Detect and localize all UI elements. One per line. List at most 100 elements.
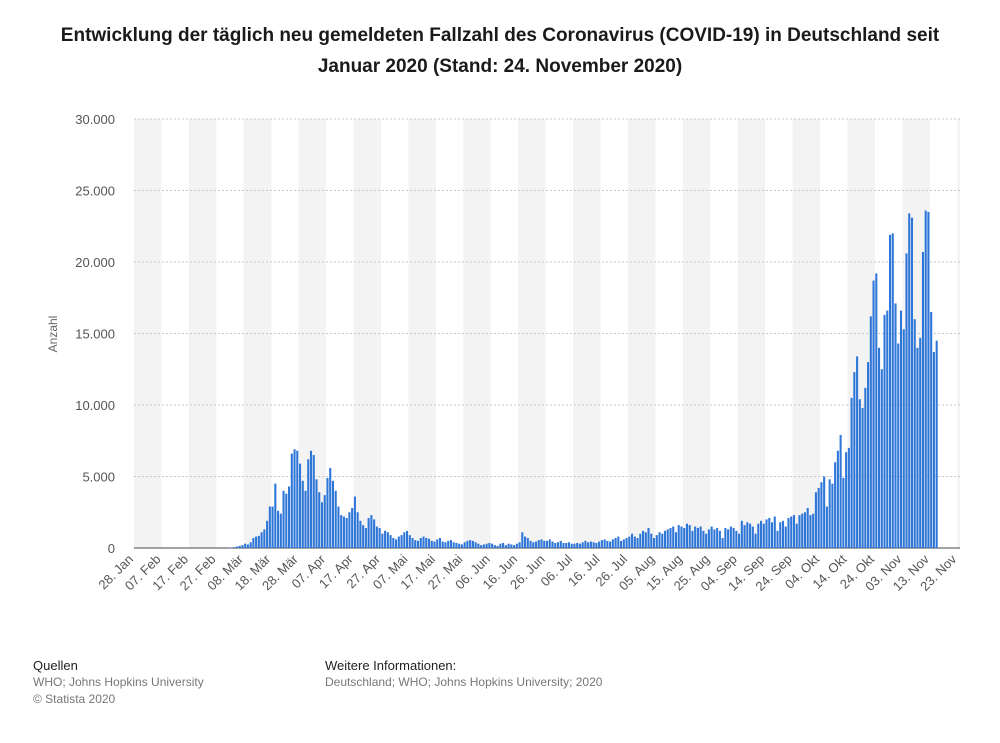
bar [691,530,694,548]
bar [565,542,568,548]
copyright-text: © Statista 2020 [33,692,116,706]
bar [246,544,249,548]
chart-title: Entwicklung der täglich neu gemeldeten F… [60,25,940,77]
bar [320,502,324,548]
bar [529,540,532,548]
bar [631,533,634,548]
bar [891,233,894,548]
bar [466,540,469,548]
bar [880,369,883,548]
bar [861,407,864,548]
bar [749,523,752,548]
y-axis-ticks: 0 5.000 10.000 15.000 20.000 25.000 30.000 [75,112,115,556]
bar [617,536,620,548]
y-tick-label: 10.000 [75,398,115,413]
bar [628,536,631,548]
bar [672,526,675,548]
bar [883,314,886,548]
bar [567,542,570,548]
bar [375,526,378,548]
bar [839,435,842,548]
bar [268,506,271,548]
bar [378,527,381,548]
bar [867,362,870,548]
bar [757,523,760,548]
bar [449,540,452,548]
bar [595,542,598,548]
bar [661,533,664,548]
bar [897,343,900,548]
info-text: Deutschland; WHO; Johns Hopkins Universi… [325,675,603,689]
bar [850,397,853,548]
bar [436,539,439,548]
bar [853,372,856,548]
y-tick-label: 5.000 [82,470,115,485]
bar [364,527,367,548]
bar [233,547,236,548]
bar [817,487,820,548]
bar [806,507,809,548]
bar [493,545,496,548]
bar [705,533,708,548]
bar [899,310,903,548]
bar [760,520,763,548]
bar [441,541,444,548]
bar [812,513,815,548]
bar [482,544,485,548]
sources-text: WHO; Johns Hopkins University [33,675,204,689]
bar [400,535,403,548]
y-tick-label: 15.000 [75,327,115,342]
bar [559,540,562,548]
bar [293,449,296,548]
bar [518,542,521,548]
bar [842,477,845,548]
bar [304,490,307,548]
bar [444,542,447,548]
bar [836,450,839,548]
bar [312,455,315,548]
bar [803,512,806,548]
bar [384,530,387,548]
bar [768,517,771,548]
bar [905,253,908,549]
bar [743,525,746,548]
bar [620,540,623,548]
bar [241,545,244,548]
bar [600,540,603,548]
bar [433,541,436,548]
bar [924,210,927,548]
bar [345,517,348,548]
bar [770,522,774,548]
bar [910,217,914,549]
bar [329,467,332,548]
bar [894,303,897,548]
bar [584,540,587,548]
bar [576,542,579,548]
bar [513,545,516,548]
y-axis-label: Anzahl [46,316,60,353]
bar [427,538,431,548]
bar [488,542,491,548]
bar [781,520,785,548]
bar [872,280,875,548]
bar [784,526,787,548]
bar [285,493,288,548]
bar [496,545,499,548]
bar [526,537,529,548]
bar [847,447,850,548]
bar [592,542,595,548]
bar [425,537,428,548]
bar [754,533,757,548]
bar [389,535,392,548]
bar [845,452,848,548]
bar [471,540,474,548]
bar [452,542,455,548]
bar [348,512,351,548]
bar [825,506,828,548]
bar [491,543,494,548]
bar [551,541,554,548]
bar [831,483,834,548]
bar [359,520,362,548]
bar [732,527,735,548]
bar [277,510,280,548]
